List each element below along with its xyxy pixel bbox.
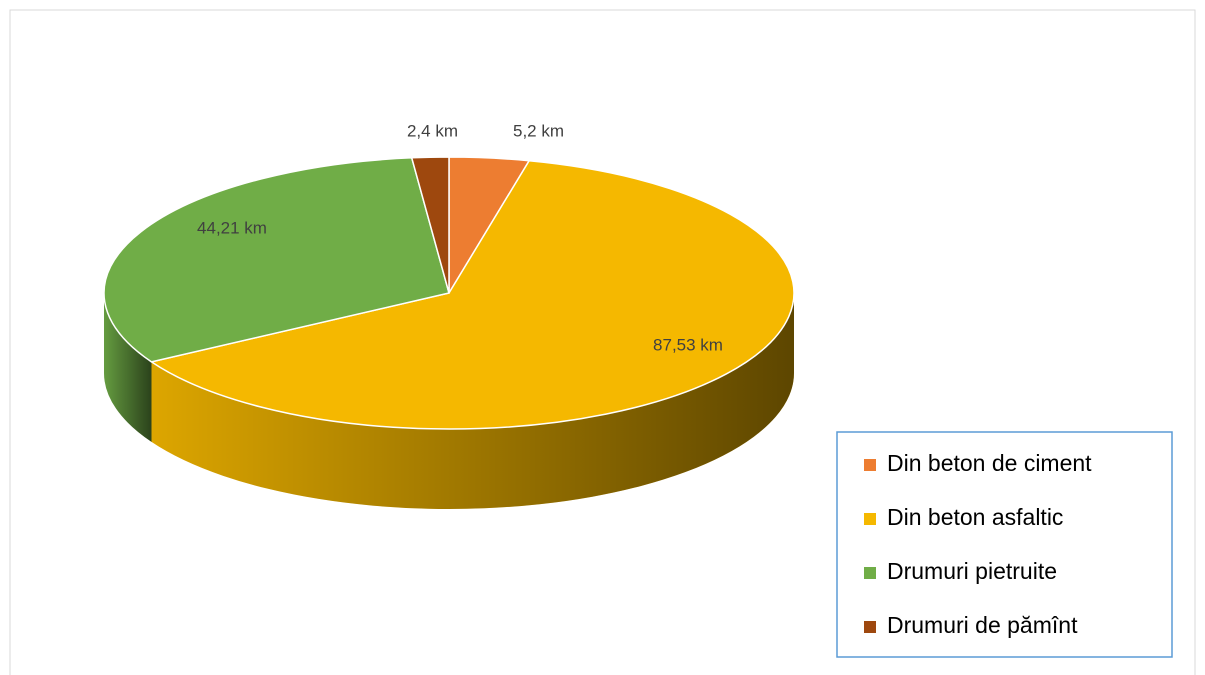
legend-label: Drumuri de pămînt: [887, 612, 1078, 638]
slice-side-shade: [151, 293, 794, 510]
legend-box: [836, 431, 1173, 658]
data-label: 87,53 km: [653, 335, 723, 354]
slice: [103, 157, 450, 363]
data-label: 5,2 km: [513, 121, 564, 140]
legend-label: Din beton asfaltic: [887, 504, 1063, 530]
data-label: 44,21 km: [197, 218, 267, 237]
legend-label: Drumuri pietruite: [887, 558, 1057, 584]
slice: [149, 159, 795, 430]
legend-swatch: [864, 621, 876, 633]
pie-sides: [104, 293, 794, 510]
legend-swatch: [864, 513, 876, 525]
legend-swatch: [864, 567, 876, 579]
legend-label: Din beton de ciment: [887, 450, 1092, 476]
data-label: 2,4 km: [407, 121, 458, 140]
frame: [9, 9, 1196, 675]
slice: [410, 156, 450, 294]
pie-tops: [103, 156, 795, 430]
legend-swatch: [864, 459, 876, 471]
slice-side-shade: [104, 293, 152, 442]
